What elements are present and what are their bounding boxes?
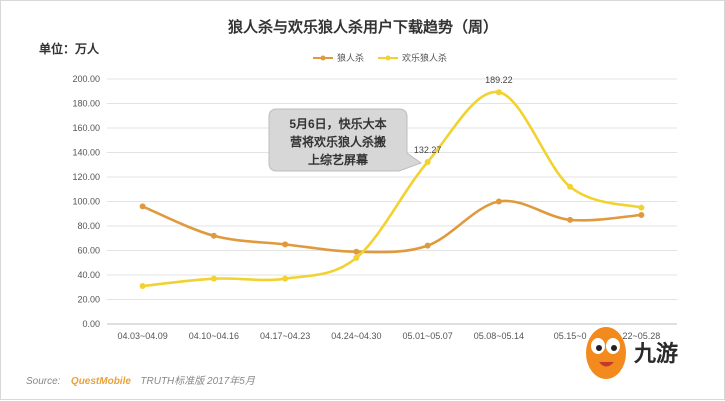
data-point-s1-4 (424, 158, 431, 165)
callout-bubble (268, 108, 423, 172)
x-axis: 04.03~04.09 04.10~04.16 04.17~04.23 04.24~0… (107, 323, 677, 341)
y-tick-label: 200.00 (72, 74, 100, 84)
y-tick-label: 120.00 (72, 172, 100, 182)
x-tick-label: 04.17~04.23 (260, 331, 310, 341)
data-point-s1-6 (567, 183, 574, 190)
data-point-s1-7 (638, 204, 645, 211)
x-tick-label: 04.10~04.16 (189, 331, 239, 341)
source-note: Source: QuestMobile TRUTH标准版 2017年5月 (26, 371, 256, 388)
callout-line-1: 5月6日，快乐大本 (289, 116, 386, 131)
callout-line-2: 营将欢乐狼人杀搬 (290, 134, 386, 149)
data-point-s0-0 (139, 203, 146, 210)
mascot-pupil-right (611, 345, 617, 351)
data-point-s0-7 (638, 211, 645, 218)
y-tick-label: 20.00 (77, 295, 100, 305)
data-point-s1-1 (210, 275, 217, 282)
data-point-s0-2 (282, 241, 289, 248)
y-tick-label: 160.00 (72, 123, 100, 133)
data-point-s0-4 (424, 242, 431, 249)
data-point-s1-0 (139, 283, 146, 290)
series-line-1 (142, 90, 642, 288)
data-point-s0-1 (210, 232, 217, 239)
mascot-icon (586, 327, 626, 379)
y-unit-label: 单位：万人 (39, 41, 100, 56)
source-brand: QuestMobile (71, 376, 131, 387)
svg-text:Source: QuestMobile: Source: QuestMobile TRUTH标准版 2017年5月 (26, 371, 256, 388)
data-label: 132.27 (414, 145, 442, 155)
annotation-callout: 5月6日，快乐大本 营将欢乐狼人杀搬 上综艺屏幕 (268, 108, 423, 172)
data-point-s1-5 (495, 89, 502, 96)
mascot-pupil-left (596, 345, 602, 351)
legend-marker-werewolf (320, 55, 326, 61)
y-tick-label: 60.00 (77, 246, 100, 256)
data-labels: 132.27 189.22 (414, 75, 513, 155)
y-tick-label: 40.00 (77, 270, 100, 280)
legend-marker-happy-werewolf (385, 55, 391, 61)
legend-label-happy-werewolf: 欢乐狼人杀 (402, 52, 447, 63)
legend-label-werewolf: 狼人杀 (337, 52, 364, 63)
x-tick-label: 05.01~05.07 (402, 331, 452, 341)
data-point-s0-3 (353, 248, 360, 255)
mascot-mouth (599, 362, 614, 367)
watermark-text: 九游 (633, 341, 678, 366)
chart-title: 狼人杀与欢乐狼人杀用户下载趋势（周） (228, 18, 498, 36)
source-prefix: Source: (26, 376, 61, 387)
y-tick-label: 0.00 (82, 319, 100, 329)
data-point-s0-6 (567, 216, 574, 223)
y-tick-label: 180.00 (72, 99, 100, 109)
data-label: 189.22 (485, 75, 513, 85)
y-tick-label: 80.00 (77, 221, 100, 231)
series-line-0 (142, 199, 642, 254)
callout-line-3: 上综艺屏幕 (308, 152, 369, 167)
series-lines (139, 89, 645, 290)
x-tick-label: 22~05.28 (622, 331, 660, 341)
y-tick-label: 100.00 (72, 197, 100, 207)
data-point-s0-5 (495, 198, 502, 205)
legend: 狼人杀 欢乐狼人杀 (313, 52, 447, 63)
x-tick-label: 04.03~04.09 (117, 331, 167, 341)
watermark-logo: 九游 (586, 327, 678, 379)
x-tick-label: 05.08~05.14 (474, 331, 524, 341)
x-tick-label: 04.24~04.30 (331, 331, 381, 341)
y-axis: 0.00 20.00 40.00 60.00 80.00 100.00 120.00 140.… (72, 74, 100, 329)
y-tick-label: 140.00 (72, 148, 100, 158)
data-point-s1-2 (282, 275, 289, 282)
x-tick-label: 05.15~0 (554, 331, 587, 341)
source-rest: TRUTH标准版 2017年5月 (140, 375, 255, 387)
data-point-s1-3 (353, 254, 360, 261)
